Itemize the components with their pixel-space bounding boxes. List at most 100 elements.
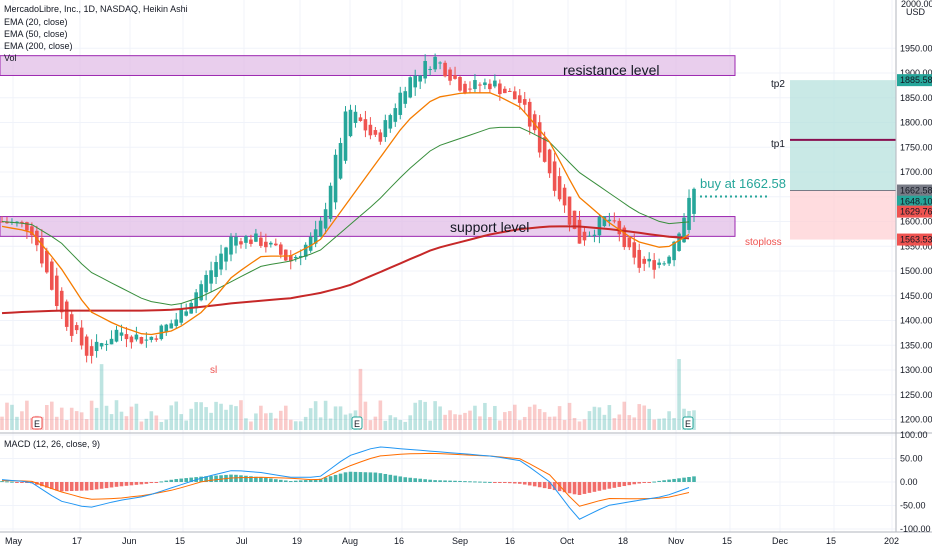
candle-body: [224, 247, 228, 262]
macd-hist-bar: [587, 482, 592, 493]
macd-hist-bar: [278, 479, 283, 482]
macd-hist-bar: [64, 482, 69, 492]
volume-bar: [667, 411, 671, 430]
candle-body: [254, 233, 258, 242]
price-legend: MercadoLibre, Inc., 1D, NASDAQ, Heikin A…: [4, 4, 188, 63]
macd-hist-bar: [184, 478, 189, 482]
volume-bar: [303, 416, 308, 430]
volume-bar: [274, 418, 278, 430]
earnings-marker[interactable]: E: [682, 416, 694, 430]
volume-bar: [69, 407, 74, 430]
volume-bar: [59, 407, 64, 430]
volume-bar: [393, 417, 398, 430]
volume-bar: [562, 419, 567, 430]
candle-body: [532, 114, 537, 131]
candle-body: [602, 216, 607, 227]
volume-bar: [612, 418, 617, 430]
ema-price-badge: 1629.76: [897, 205, 932, 218]
candle-body: [124, 334, 129, 340]
candle-body: [363, 119, 368, 131]
volume-bar: [632, 417, 637, 430]
macd-hist-bar: [373, 472, 378, 482]
candle-body: [542, 137, 547, 162]
macd-hist-bar: [662, 480, 666, 482]
support-label[interactable]: support level: [450, 219, 529, 235]
macd-hist-bar: [642, 482, 647, 483]
candle-body: [114, 329, 119, 342]
time-tick: 19: [292, 536, 302, 546]
svg-text:1885.58: 1885.58: [900, 75, 932, 85]
volume-bar: [283, 405, 288, 430]
candle-body: [94, 341, 99, 352]
volume-bar: [164, 419, 169, 430]
candle-body: [473, 80, 477, 90]
candle-body: [403, 91, 408, 104]
volume-bar: [114, 400, 119, 430]
volume-bar: [174, 401, 179, 430]
candle-body: [408, 77, 413, 98]
stoploss-label[interactable]: stoploss: [745, 237, 782, 248]
macd-hist-bar: [468, 481, 472, 483]
long-position-profit-zone[interactable]: [790, 80, 896, 191]
macd-hist-bar: [458, 480, 462, 482]
macd-hist-bar: [199, 476, 203, 482]
legend-symbol[interactable]: MercadoLibre, Inc., 1D, NASDAQ, Heikin A…: [4, 4, 188, 14]
tp1-label[interactable]: tp1: [771, 139, 785, 150]
macd-hist-bar: [174, 479, 179, 482]
macd-axis[interactable]: 100.00 50.00 0.00 -50.00 -100.00: [900, 430, 931, 534]
macd-line: [1, 446, 690, 520]
legend-ema20[interactable]: EMA (20, close): [4, 17, 68, 27]
candle-body: [99, 343, 104, 347]
candle-body: [572, 210, 577, 230]
volume-bar: [627, 415, 632, 430]
macd-hist-bar: [20, 482, 24, 483]
grid-lines: [0, 0, 896, 532]
volume-bar: [104, 405, 109, 430]
macd-hist-bar: [512, 482, 517, 484]
macd-histogram: [0, 471, 696, 495]
earnings-marker[interactable]: E: [351, 416, 363, 430]
volume-bar: [488, 417, 492, 430]
candle-body: [199, 284, 203, 301]
resistance-zone[interactable]: [0, 55, 736, 76]
macd-hist-bar: [393, 475, 398, 482]
resistance-label[interactable]: resistance level: [563, 62, 660, 78]
legend-vol[interactable]: Vol: [4, 53, 17, 63]
candle-body: [687, 197, 691, 230]
macd-hist-bar: [79, 482, 84, 491]
volume-bar: [254, 413, 258, 430]
candle-body: [647, 258, 651, 262]
volume-bar: [672, 418, 676, 430]
legend-ema200[interactable]: EMA (200, close): [4, 41, 73, 51]
currency-label[interactable]: USD: [906, 7, 926, 17]
candle-body: [507, 90, 512, 92]
candle-body: [288, 255, 293, 262]
volume-bar: [94, 407, 99, 430]
price-tick: 1900.00: [900, 68, 932, 78]
earnings-marker[interactable]: E: [31, 416, 43, 430]
macd-hist-bar: [139, 482, 144, 485]
tp2-label[interactable]: tp2: [771, 79, 785, 90]
long-position-loss-zone[interactable]: [790, 190, 896, 240]
time-axis[interactable]: May 17 Jun 15 Jul 19 Aug 16 Sep 16 Oct 18 Nov 15 Dec 15…: [5, 536, 899, 546]
macd-hist-bar: [94, 482, 99, 490]
volume-bar: [373, 416, 378, 430]
volume-bar: [219, 403, 223, 430]
candle-body: [582, 231, 587, 241]
volume-bar: [199, 402, 203, 430]
volume-bar: [547, 416, 552, 430]
sl-label[interactable]: sl: [210, 365, 217, 376]
legend-ema50[interactable]: EMA (50, close): [4, 29, 68, 39]
volume-bar: [99, 364, 104, 430]
candle-body: [428, 69, 432, 71]
time-tick: May: [5, 536, 23, 546]
support-zone[interactable]: [0, 216, 736, 237]
buy-label[interactable]: buy at 1662.58: [700, 176, 786, 191]
volume-bar: [45, 404, 49, 430]
legend-macd[interactable]: MACD (12, 26, close, 9): [4, 439, 100, 449]
volume-bar: [278, 410, 283, 430]
macd-hist-bar: [672, 478, 676, 482]
volume-bar: [473, 405, 477, 430]
macd-hist-bar: [149, 482, 154, 484]
